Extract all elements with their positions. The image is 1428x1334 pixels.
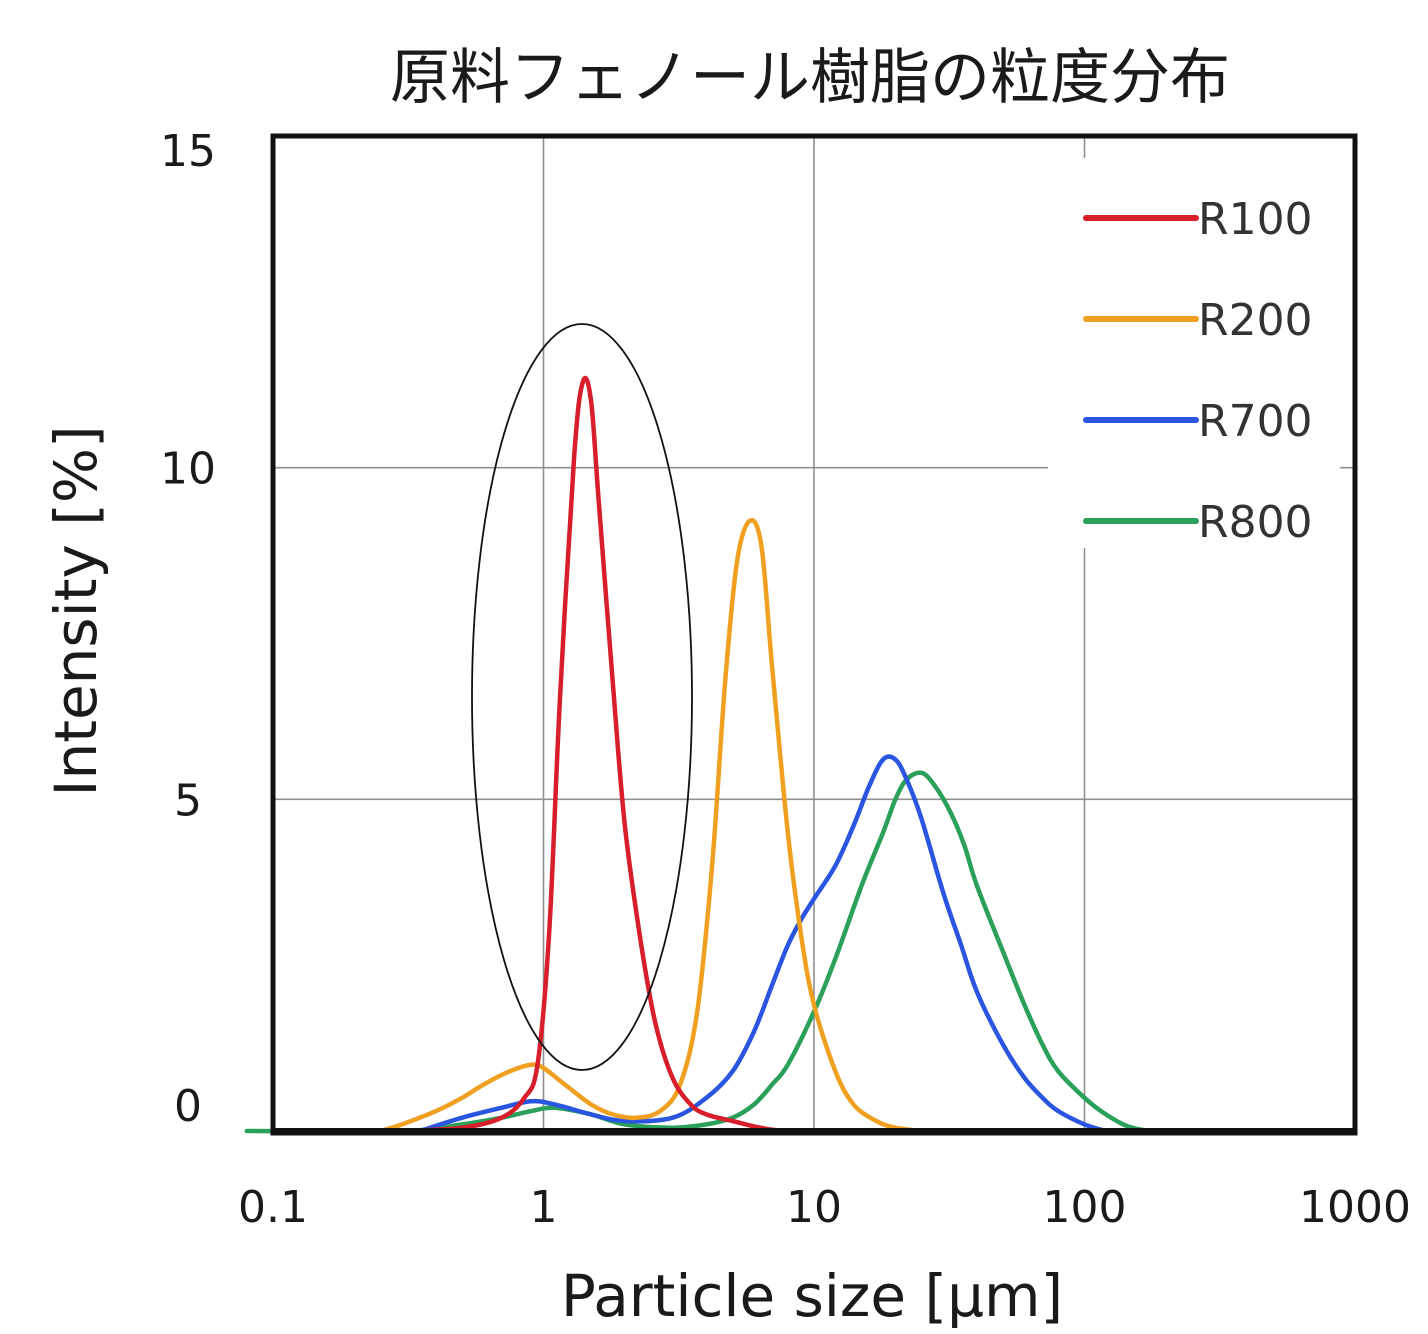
y-tick-label: 10 xyxy=(160,444,216,495)
x-tick-label: 0.1 xyxy=(238,1182,308,1233)
x-tick-label: 1 xyxy=(530,1182,558,1233)
x-tick-label: 10 xyxy=(786,1182,842,1233)
chart-title: 原料フェノール樹脂の粒度分布 xyxy=(390,43,1230,113)
legend-label-r200: R200 xyxy=(1198,295,1313,346)
series-lines xyxy=(244,375,1358,1134)
legend-label-r100: R100 xyxy=(1198,194,1313,245)
series-line-r200 xyxy=(378,518,924,1134)
series-line-r100 xyxy=(399,375,791,1134)
x-axis-label: Particle size [μm] xyxy=(561,1262,1063,1330)
legend: R100 R200 R700 R800 xyxy=(1083,194,1313,548)
y-tick-labels: 0 5 10 15 xyxy=(160,126,216,1132)
y-tick-label: 15 xyxy=(160,126,216,177)
y-tick-label: 5 xyxy=(174,775,202,826)
y-axis-label: Intensity [%] xyxy=(42,425,110,796)
legend-label-r700: R700 xyxy=(1198,396,1313,447)
y-tick-label: 0 xyxy=(174,1081,202,1132)
legend-box xyxy=(1048,158,1340,548)
x-tick-labels: 0.1 1 10 100 1000 xyxy=(238,1182,1411,1233)
legend-label-r800: R800 xyxy=(1198,497,1313,548)
x-tick-label: 1000 xyxy=(1299,1182,1411,1233)
x-tick-label: 100 xyxy=(1043,1182,1127,1233)
series-line-r700 xyxy=(417,754,1109,1134)
highlight-ellipse xyxy=(471,323,693,1071)
